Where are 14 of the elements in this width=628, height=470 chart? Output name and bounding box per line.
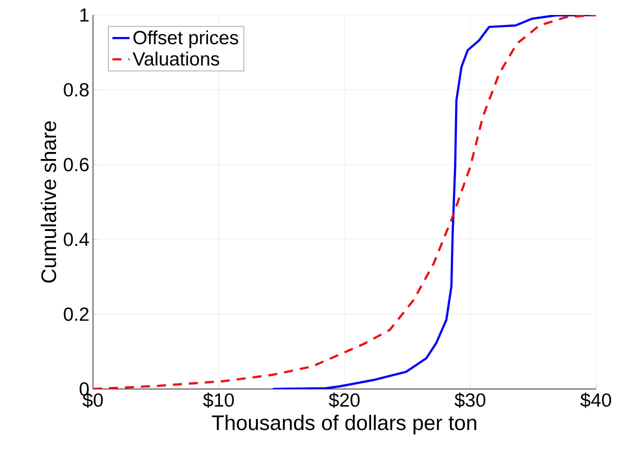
x-tick-label: $20 bbox=[328, 392, 360, 408]
y-tick-label: 0.6 bbox=[64, 158, 89, 172]
line-series bbox=[93, 14, 596, 389]
y-tick-label: 0.2 bbox=[64, 307, 89, 321]
y-tick-label: 0.8 bbox=[64, 83, 89, 97]
y-tick-label: 1 bbox=[80, 8, 89, 22]
legend-label: Offset prices bbox=[133, 30, 238, 48]
x-tick-label: $10 bbox=[203, 392, 234, 408]
y-tick-label: 0.4 bbox=[64, 232, 89, 246]
y-axis-title: Cumulative share bbox=[40, 121, 56, 283]
x-tick-label: $40 bbox=[580, 392, 612, 408]
legend-label: Valuations bbox=[132, 52, 220, 66]
x-axis-title: Thousands of dollars per ton bbox=[212, 414, 476, 434]
x-tick-label: $30 bbox=[454, 392, 486, 408]
